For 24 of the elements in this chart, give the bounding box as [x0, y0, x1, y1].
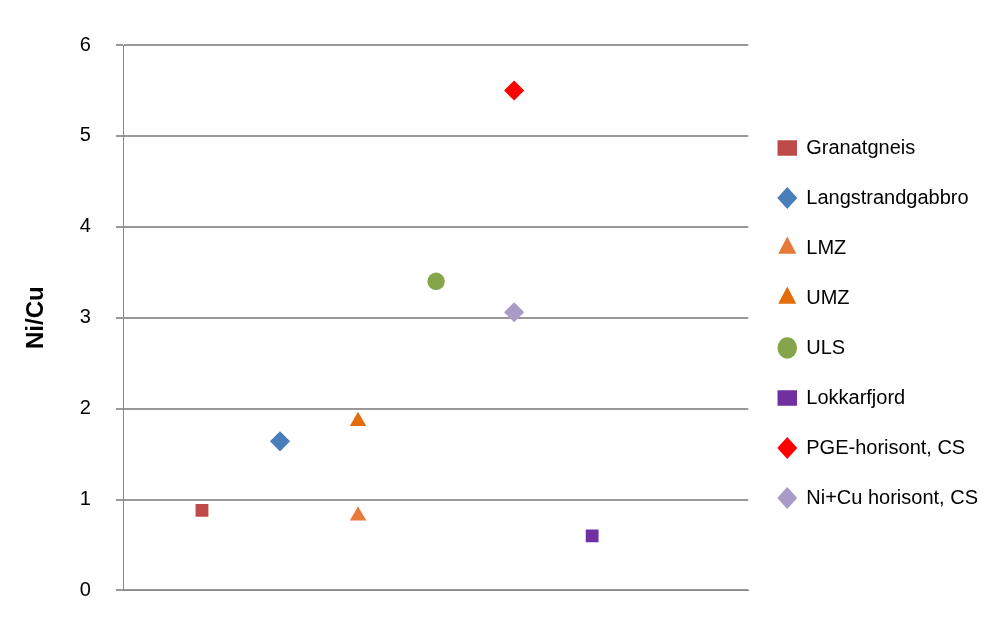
legend-label: PGE-horisont, CS [806, 435, 966, 458]
point [350, 412, 366, 427]
y-tick-label: 1 [79, 487, 91, 510]
y-axis-title: Ni/Cu [21, 286, 49, 350]
y-tick-label: 6 [79, 32, 91, 55]
legend-label: Langstrandgabbro [806, 185, 969, 208]
legend-label: Ni+Cu horisont, CS [806, 485, 979, 508]
point [427, 272, 445, 291]
point [585, 529, 599, 543]
point [270, 431, 290, 452]
point [195, 504, 209, 517]
y-tick-label: 3 [79, 305, 91, 328]
y-tick-label: 5 [79, 123, 91, 146]
legend-label: Lokkarfjord [806, 385, 906, 408]
legend-label: LMZ [806, 235, 847, 258]
point [504, 80, 524, 101]
point [350, 507, 366, 521]
y-tick-label: 4 [79, 214, 91, 237]
y-tick-label: 0 [79, 577, 91, 600]
point [504, 302, 524, 322]
legend-label: ULS [806, 335, 846, 358]
legend-label: Granatgneis [806, 135, 916, 158]
legend-label: UMZ [806, 285, 850, 308]
y-tick-label: 2 [79, 396, 91, 419]
